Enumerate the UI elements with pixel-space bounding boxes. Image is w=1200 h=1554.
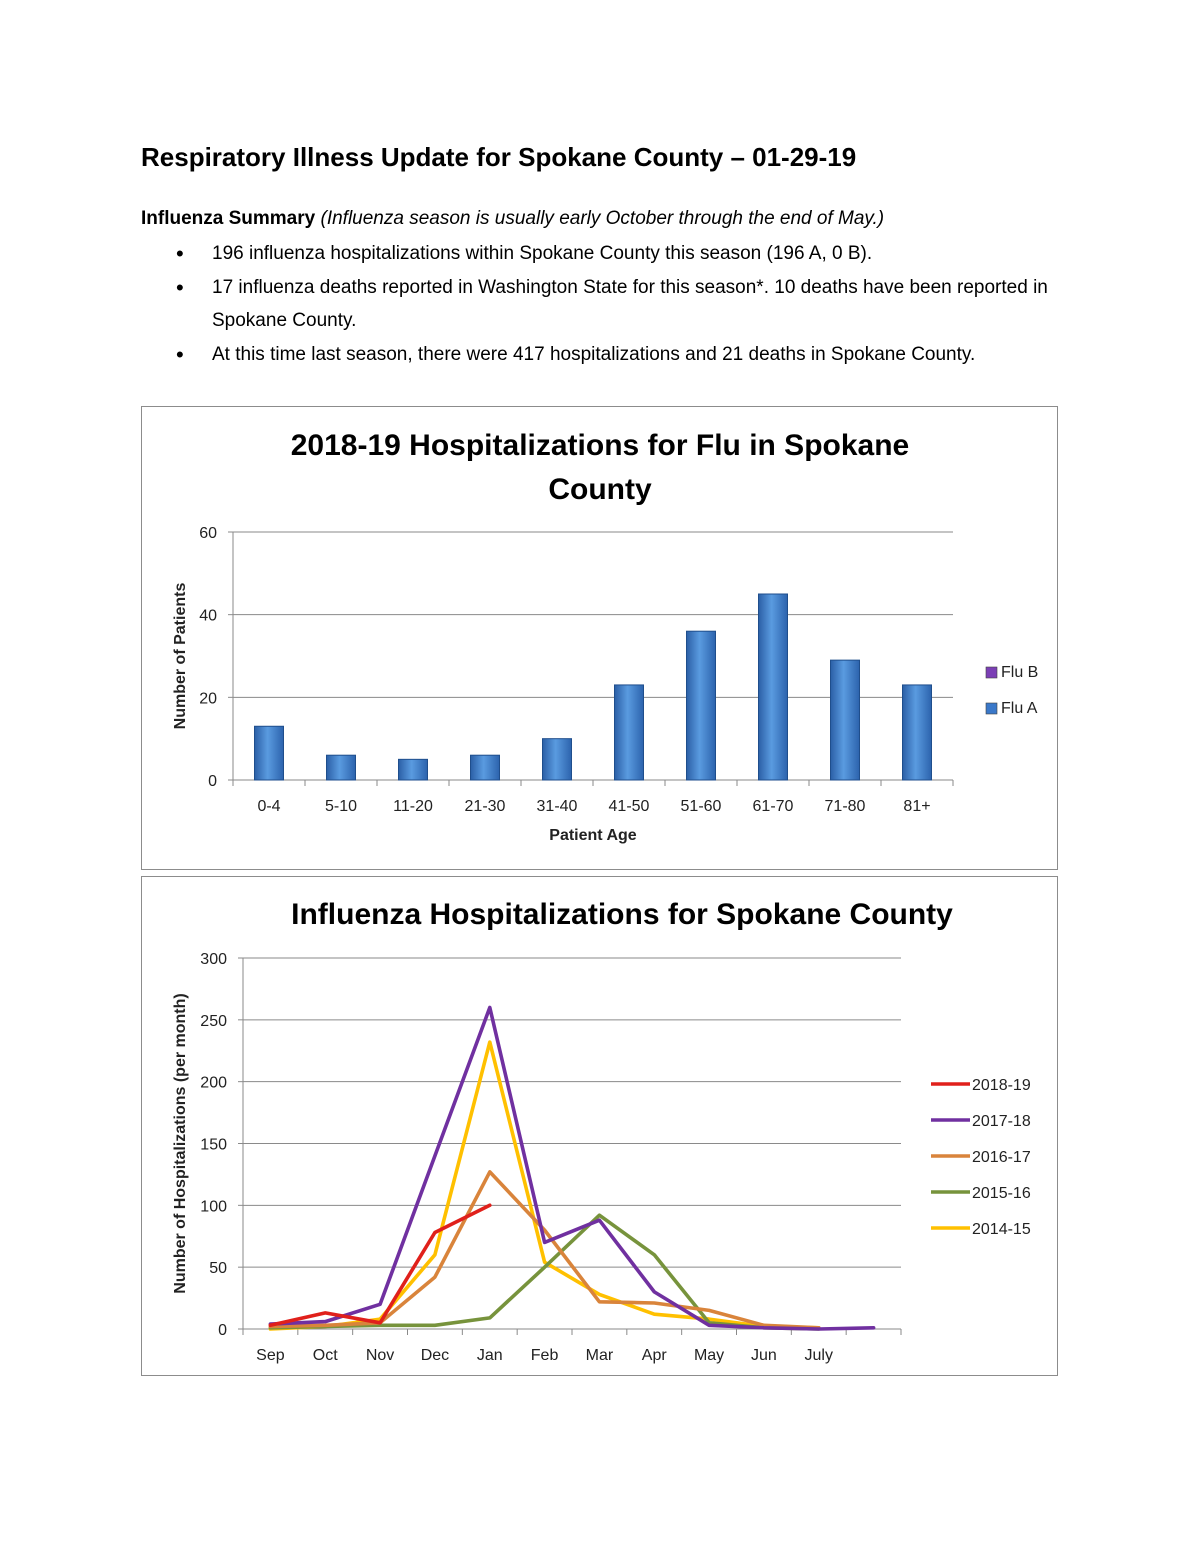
series-line-2014-15 — [268, 1040, 821, 1331]
bar-flu-a — [902, 684, 932, 781]
bar-flu-a — [614, 684, 644, 781]
y-tick-label: 60 — [199, 525, 217, 542]
influenza-summary: Influenza Summary (Influenza season is u… — [141, 205, 1071, 372]
bar-flu-a — [830, 659, 860, 781]
x-tick-label: Jan — [477, 1347, 503, 1364]
summary-bullet: 17 influenza deaths reported in Washingt… — [141, 271, 1071, 337]
chart-title-line: County — [548, 473, 652, 506]
x-tick-label: 0-4 — [257, 798, 280, 815]
x-tick-label: Oct — [313, 1347, 338, 1364]
summary-note: (Influenza season is usually early Octob… — [320, 208, 885, 229]
summary-list: 196 influenza hospitalizations within Sp… — [141, 237, 1071, 371]
x-tick-label: 81+ — [903, 798, 930, 815]
y-tick-label: 50 — [209, 1260, 227, 1277]
x-tick-label: Mar — [586, 1347, 614, 1364]
legend-label: 2016-17 — [972, 1149, 1031, 1166]
x-tick-label: Jun — [751, 1347, 777, 1364]
chart-title: 2018-19 Hospitalizations for Flu in Spok… — [291, 429, 909, 506]
y-tick-label: 0 — [218, 1322, 227, 1339]
y-tick-label: 20 — [199, 690, 217, 707]
x-tick-label: Feb — [531, 1347, 559, 1364]
y-axis-title: Number of Patients — [172, 583, 189, 730]
x-tick-label: Sep — [256, 1347, 285, 1364]
x-tick-label: Nov — [366, 1347, 394, 1364]
bar-flu-a — [686, 630, 716, 781]
y-tick-label: 250 — [200, 1013, 227, 1030]
age-bar-chart: 2018-19 Hospitalizations for Flu in Spok… — [172, 429, 1038, 844]
x-tick-label: Dec — [421, 1347, 449, 1364]
legend-label: 2017-18 — [972, 1113, 1031, 1130]
chart-title-line: 2018-19 Hospitalizations for Flu in Spok… — [291, 429, 909, 462]
bar-flu-a — [542, 738, 572, 781]
bar-flu-a — [758, 593, 788, 781]
x-tick-label: 41-50 — [609, 798, 650, 815]
x-tick-label: 5-10 — [325, 798, 357, 815]
x-tick-label: 51-60 — [681, 798, 722, 815]
series-line-2017-18 — [268, 1005, 876, 1331]
y-tick-label: 100 — [200, 1198, 227, 1215]
legend-label: Flu A — [1001, 700, 1038, 717]
page-title: Respiratory Illness Update for Spokane C… — [141, 142, 857, 172]
monthly-line-chart: Influenza Hospitalizations for Spokane C… — [172, 898, 1031, 1364]
x-axis-title: Patient Age — [549, 827, 637, 844]
y-tick-label: 200 — [200, 1075, 227, 1092]
x-tick-label: 21-30 — [465, 798, 506, 815]
bar-flu-a — [326, 754, 356, 781]
x-tick-label: Apr — [642, 1347, 668, 1364]
legend-label: 2014-15 — [972, 1221, 1031, 1238]
bar-flu-a — [470, 754, 500, 781]
monthly-line-chart-panel: Influenza Hospitalizations for Spokane C… — [141, 876, 1058, 1376]
y-tick-label: 300 — [200, 951, 227, 968]
series-line-2018-19 — [268, 1203, 492, 1328]
y-tick-label: 40 — [199, 608, 217, 625]
legend-label: 2018-19 — [972, 1077, 1031, 1094]
legend-swatch — [985, 666, 998, 679]
series-line-2016-17 — [268, 1170, 821, 1330]
bar-flu-a — [254, 725, 284, 781]
summary-bullet: 196 influenza hospitalizations within Sp… — [141, 237, 1071, 270]
summary-lead: Influenza Summary (Influenza season is u… — [141, 205, 1071, 233]
y-tick-label: 0 — [208, 773, 217, 790]
age-bar-chart-panel: 2018-19 Hospitalizations for Flu in Spok… — [141, 406, 1058, 870]
x-tick-label: 71-80 — [825, 798, 866, 815]
summary-bullet: At this time last season, there were 417… — [141, 338, 1071, 371]
x-tick-label: May — [694, 1347, 724, 1364]
y-tick-label: 150 — [200, 1137, 227, 1154]
chart-title: Influenza Hospitalizations for Spokane C… — [291, 898, 953, 931]
x-tick-label: 11-20 — [393, 798, 433, 815]
summary-heading: Influenza Summary — [141, 208, 316, 229]
bar-flu-a — [398, 758, 428, 781]
x-tick-label: 31-40 — [537, 798, 578, 815]
x-tick-label: 61-70 — [753, 798, 794, 815]
x-tick-label: July — [805, 1347, 833, 1364]
legend-label: 2015-16 — [972, 1185, 1031, 1202]
y-axis-title: Number of Hospitalizations (per month) — [172, 993, 189, 1293]
legend-swatch — [985, 702, 998, 715]
legend-label: Flu B — [1001, 664, 1038, 681]
